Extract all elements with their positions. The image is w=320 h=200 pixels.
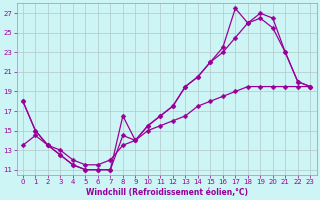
X-axis label: Windchill (Refroidissement éolien,°C): Windchill (Refroidissement éolien,°C): [85, 188, 248, 197]
